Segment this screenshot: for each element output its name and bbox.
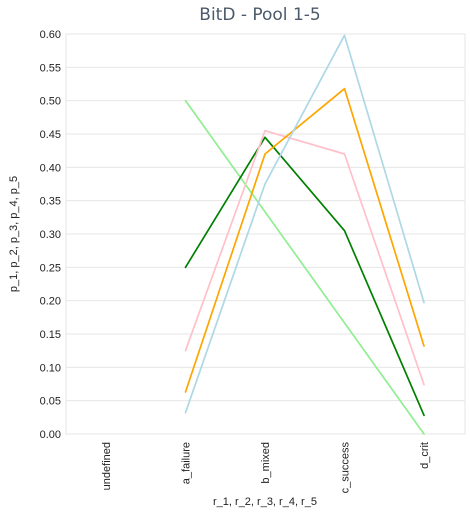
x-tick-label: d_crit — [419, 442, 431, 469]
x-tick-label: a_failure — [181, 442, 193, 484]
series-line-3 — [184, 129, 425, 386]
y-tick-label: 0.20 — [40, 296, 61, 308]
x-tick-label: c_success — [340, 442, 352, 494]
y-tick-label: 0.55 — [40, 62, 61, 74]
series-line-1 — [184, 99, 425, 435]
y-tick-label: 0.50 — [40, 96, 61, 108]
y-tick-label: 0.45 — [40, 129, 61, 141]
plot-frame — [65, 33, 466, 435]
series-layer — [184, 34, 425, 435]
y-tick-label: 0.60 — [40, 29, 61, 41]
y-axis-ticks: 0.00 0.05 0.10 0.15 0.20 0.25 0.30 0.35 0.40 0.45… — [40, 29, 61, 441]
y-tick-label: 0.05 — [40, 396, 61, 408]
y-tick-label: 0.15 — [40, 329, 61, 341]
y-tick-label: 0.25 — [40, 262, 61, 274]
series-line-5 — [184, 34, 425, 414]
y-tick-label: 0.00 — [40, 429, 61, 441]
x-axis-ticks: undefined a_failure b_mixed c_success d_crit — [101, 442, 431, 494]
y-tick-label: 0.40 — [40, 162, 61, 174]
x-tick-label: undefined — [101, 442, 113, 490]
y-tick-label: 0.35 — [40, 196, 61, 208]
y-tick-label: 0.30 — [40, 229, 61, 241]
x-axis-label: r_1, r_2, r_3, r_4, r_5 — [213, 496, 317, 508]
x-tick-label: b_mixed — [260, 442, 272, 484]
series-line-2 — [184, 136, 425, 417]
y-axis-label: p_1, p_2, p_3, p_4, p_5 — [8, 176, 20, 292]
y-tick-label: 0.10 — [40, 362, 61, 374]
chart-title: BitD - Pool 1-5 — [199, 5, 320, 25]
series-line-4 — [184, 87, 425, 393]
grid — [66, 33, 465, 435]
